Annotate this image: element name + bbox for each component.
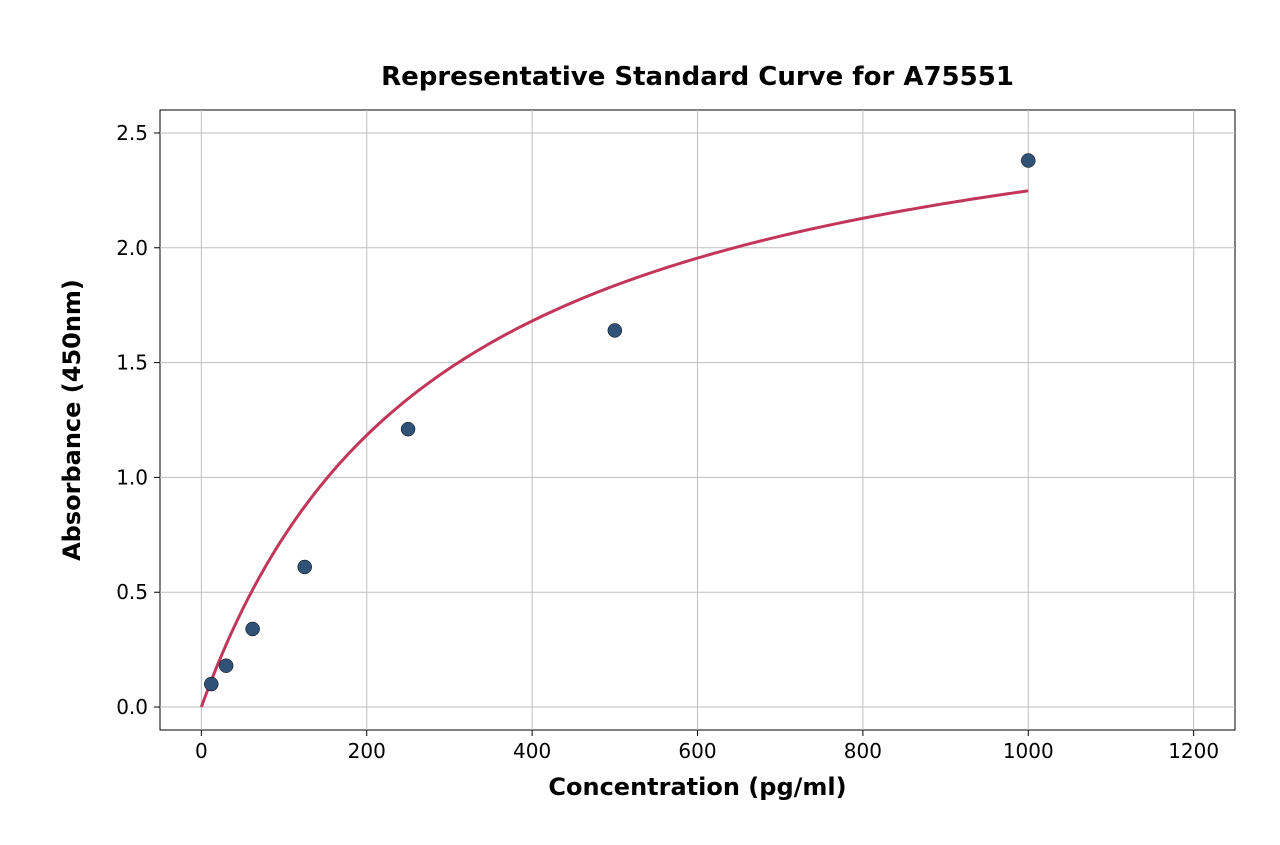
standard-curve-chart: 0 200 400 600 800 1000 1200 0.0 0.5 1.0 1.5 2.0 2.5… (0, 0, 1280, 845)
x-tick-label: 1000 (1003, 739, 1054, 763)
y-tick-label: 1.0 (116, 465, 148, 489)
chart-title: Representative Standard Curve for A75551 (381, 62, 1014, 92)
data-point (401, 422, 415, 436)
data-point (1021, 154, 1035, 168)
x-ticks: 0 200 400 600 800 1000 1200 (195, 730, 1219, 763)
x-tick-label: 200 (348, 739, 386, 763)
x-tick-label: 1200 (1168, 739, 1219, 763)
data-point (204, 677, 218, 691)
data-point (246, 622, 260, 636)
data-point (608, 323, 622, 337)
y-tick-label: 2.0 (116, 236, 148, 260)
x-tick-label: 0 (195, 739, 208, 763)
x-tick-label: 400 (513, 739, 551, 763)
y-tick-label: 2.5 (116, 121, 148, 145)
x-axis-label: Concentration (pg/ml) (548, 773, 846, 801)
scatter-points (204, 154, 1035, 692)
fitted-curve (201, 191, 1028, 707)
y-tick-label: 0.5 (116, 580, 148, 604)
data-point (219, 659, 233, 673)
x-tick-label: 600 (678, 739, 716, 763)
x-tick-label: 800 (844, 739, 882, 763)
y-axis-label: Absorbance (450nm) (58, 279, 86, 561)
y-tick-label: 0.0 (116, 695, 148, 719)
y-ticks: 0.0 0.5 1.0 1.5 2.0 2.5 (116, 121, 160, 719)
grid (160, 110, 1235, 730)
data-point (298, 560, 312, 574)
y-tick-label: 1.5 (116, 351, 148, 375)
chart-container: 0 200 400 600 800 1000 1200 0.0 0.5 1.0 1.5 2.0 2.5… (0, 0, 1280, 845)
